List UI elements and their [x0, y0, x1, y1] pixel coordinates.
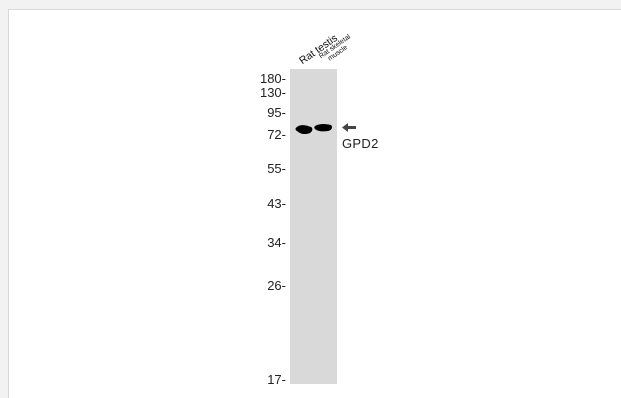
membrane-strip — [290, 69, 337, 384]
target-protein-label: GPD2 — [342, 136, 379, 151]
mw-marker-130: 130- — [259, 85, 286, 100]
mw-marker-72: 72- — [267, 127, 286, 142]
mw-marker-43: 43- — [267, 196, 286, 211]
mw-marker-26: 26- — [267, 278, 286, 293]
mw-marker-34: 34- — [267, 235, 286, 250]
band-lane-2 — [314, 124, 332, 132]
mw-marker-180: 180- — [259, 71, 286, 86]
arrow-icon — [342, 123, 356, 132]
band-lane-1 — [295, 125, 313, 135]
mw-marker-17: 17- — [267, 372, 286, 387]
mw-marker-55: 55- — [267, 161, 286, 176]
mw-marker-95: 95- — [267, 105, 286, 120]
